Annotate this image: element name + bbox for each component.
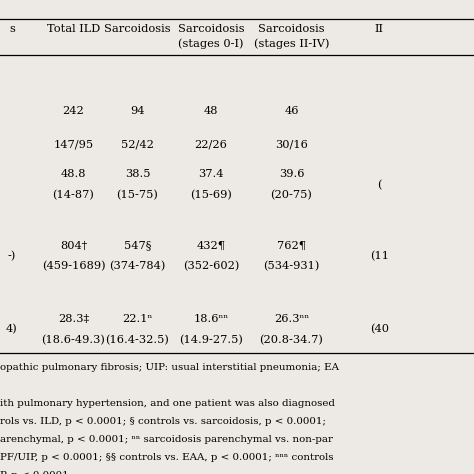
Text: P, p < 0.0001: P, p < 0.0001 <box>0 471 69 474</box>
Text: 432¶: 432¶ <box>196 240 226 251</box>
Text: (stages 0-I): (stages 0-I) <box>178 39 244 49</box>
Text: (20.8-34.7): (20.8-34.7) <box>260 335 323 345</box>
Text: 39.6: 39.6 <box>279 169 304 180</box>
Text: Sarcoidosis: Sarcoidosis <box>104 24 171 34</box>
Text: 804†: 804† <box>60 240 87 251</box>
Text: arenchymal, p < 0.0001; ⁿⁿ sarcoidosis parenchymal vs. non-par: arenchymal, p < 0.0001; ⁿⁿ sarcoidosis p… <box>0 435 333 444</box>
Text: 762¶: 762¶ <box>277 240 306 251</box>
Text: (11: (11 <box>370 251 389 261</box>
Text: Total ILD: Total ILD <box>47 24 100 34</box>
Text: (374-784): (374-784) <box>109 261 165 272</box>
Text: (352-602): (352-602) <box>183 261 239 272</box>
Text: Sarcoidosis: Sarcoidosis <box>258 24 325 34</box>
Text: ith pulmonary hypertension, and one patient was also diagnosed: ith pulmonary hypertension, and one pati… <box>0 399 335 408</box>
Text: 28.3‡: 28.3‡ <box>58 314 89 324</box>
Text: s: s <box>9 24 15 34</box>
Text: 547§: 547§ <box>124 240 151 251</box>
Text: PF/UIP, p < 0.0001; §§ controls vs. EAA, p < 0.0001; ⁿⁿⁿ controls: PF/UIP, p < 0.0001; §§ controls vs. EAA,… <box>0 453 334 462</box>
Text: (459-1689): (459-1689) <box>42 261 105 272</box>
Text: (40: (40 <box>370 324 389 335</box>
Text: 26.3ⁿⁿ: 26.3ⁿⁿ <box>274 314 309 324</box>
Text: II: II <box>375 24 383 34</box>
Text: (stages II-IV): (stages II-IV) <box>254 39 329 49</box>
Text: (18.6-49.3): (18.6-49.3) <box>42 335 105 345</box>
Text: 94: 94 <box>130 106 145 117</box>
Text: 22/26: 22/26 <box>194 139 228 150</box>
Text: 37.4: 37.4 <box>198 169 224 180</box>
Text: (14-87): (14-87) <box>53 190 94 201</box>
Text: (534-931): (534-931) <box>264 261 319 272</box>
Text: (15-69): (15-69) <box>190 190 232 201</box>
Text: (20-75): (20-75) <box>271 190 312 201</box>
Text: 18.6ⁿⁿ: 18.6ⁿⁿ <box>193 314 228 324</box>
Text: 48.8: 48.8 <box>61 169 86 180</box>
Text: 242: 242 <box>63 106 84 117</box>
Text: 22.1ⁿ: 22.1ⁿ <box>122 314 153 324</box>
Text: 38.5: 38.5 <box>125 169 150 180</box>
Text: -): -) <box>8 251 16 261</box>
Text: (16.4-32.5): (16.4-32.5) <box>106 335 169 345</box>
Text: 48: 48 <box>204 106 218 117</box>
Text: Sarcoidosis: Sarcoidosis <box>178 24 244 34</box>
Text: opathic pulmonary fibrosis; UIP: usual interstitial pneumonia; EA: opathic pulmonary fibrosis; UIP: usual i… <box>0 363 339 372</box>
Text: (14.9-27.5): (14.9-27.5) <box>179 335 243 345</box>
Text: 30/16: 30/16 <box>275 139 308 150</box>
Text: (15-75): (15-75) <box>117 190 158 201</box>
Text: (: ( <box>377 180 382 190</box>
Text: 147/95: 147/95 <box>54 139 93 150</box>
Text: rols vs. ILD, p < 0.0001; § controls vs. sarcoidosis, p < 0.0001;: rols vs. ILD, p < 0.0001; § controls vs.… <box>0 417 326 426</box>
Text: 4): 4) <box>6 324 18 335</box>
Text: 46: 46 <box>284 106 299 117</box>
Text: 52/42: 52/42 <box>121 139 154 150</box>
